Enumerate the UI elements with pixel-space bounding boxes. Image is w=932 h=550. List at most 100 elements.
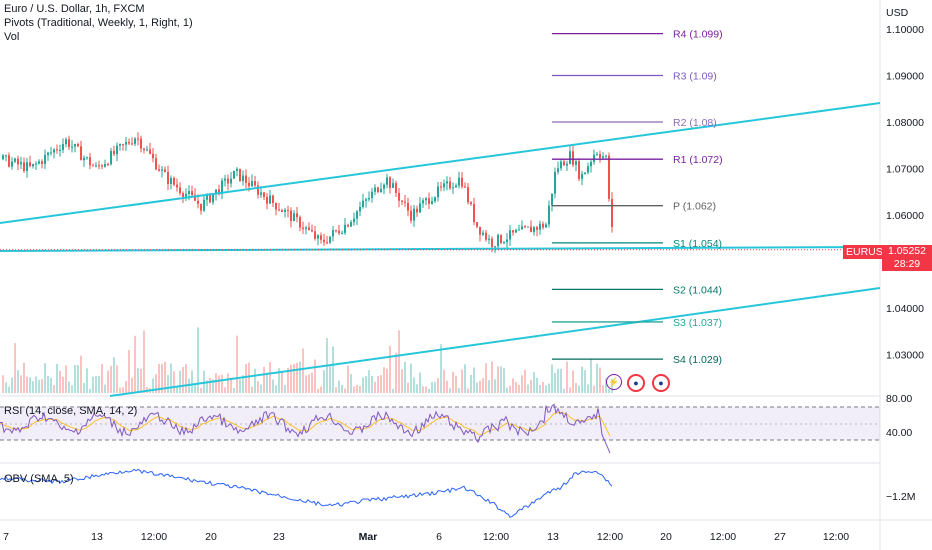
volume-bar (143, 330, 145, 393)
candle-body (326, 242, 328, 244)
candle-body (89, 157, 91, 166)
candle-body (359, 206, 361, 212)
volume-bar (368, 370, 370, 393)
candle-body (215, 189, 217, 195)
volume-bar (233, 388, 235, 393)
lightning-icon[interactable]: ⚡ (606, 374, 622, 390)
volume-bar (419, 372, 421, 393)
volume-bar (173, 371, 175, 393)
us-flag-icon[interactable]: ● (652, 374, 670, 392)
volume-bar (596, 363, 598, 393)
candle-body (140, 138, 142, 149)
volume-bar (104, 384, 106, 393)
candle-body (65, 139, 67, 145)
volume-bar (305, 375, 307, 393)
rsi-indicator-label[interactable]: RSI (14, close, SMA, 14, 2) (4, 405, 138, 417)
volume-bar (590, 359, 592, 393)
candle-body (95, 165, 97, 167)
volume-bar (347, 365, 349, 393)
volume-bar (227, 373, 229, 393)
candle-body (11, 161, 13, 167)
pivots-indicator-label[interactable]: Pivots (Traditional, Weekly, 1, Right, 1… (4, 17, 193, 29)
candle-body (509, 230, 511, 240)
candle-body (272, 195, 274, 204)
volume-bar (272, 379, 274, 393)
candle-body (53, 149, 55, 153)
volume-bar (524, 369, 526, 393)
candle-body (248, 182, 250, 187)
candle-body (419, 203, 421, 213)
candle-body (500, 234, 502, 243)
time-axis-label: Mar (359, 531, 378, 543)
candle-body (299, 217, 301, 228)
volume-bar (128, 350, 130, 393)
candle-body (125, 141, 127, 145)
time-axis-label: 12:00 (597, 531, 623, 543)
volume-bar (164, 361, 166, 393)
volume-bar (488, 380, 490, 393)
volume-bar (548, 383, 550, 393)
volume-bar (26, 376, 28, 393)
volume-bar (308, 374, 310, 393)
candle-body (71, 146, 73, 148)
volume-bar (608, 388, 610, 393)
candle-body (26, 162, 28, 172)
candle-body (143, 148, 145, 151)
candle-body (32, 163, 34, 167)
volume-bar (440, 344, 442, 393)
candle-body (473, 203, 475, 223)
candle-body (74, 143, 76, 147)
candle-body (257, 185, 259, 195)
symbol-title[interactable]: Euro / U.S. Dollar, 1h, FXCM (4, 3, 145, 15)
volume-bar (275, 385, 277, 393)
time-axis-label: 13 (91, 531, 103, 543)
candle-body (314, 231, 316, 239)
trendline-lower (109, 287, 881, 397)
volume-bar (398, 330, 400, 393)
trendline-upper (0, 102, 881, 224)
candle-body (608, 155, 610, 199)
volume-bar (35, 376, 37, 393)
candle-body (35, 163, 37, 165)
volume-bar (281, 371, 283, 393)
bar-countdown-tag: 28:29 (882, 258, 932, 271)
volume-bar (125, 380, 127, 393)
candle-body (512, 230, 514, 233)
candle-body (554, 171, 556, 194)
candle-body (92, 165, 94, 167)
candle-body (56, 149, 58, 151)
obv-indicator-label[interactable]: OBV (SMA, 5) (4, 473, 74, 485)
volume-indicator-label[interactable]: Vol (4, 31, 20, 43)
pivot-label: S2 (1.044) (673, 284, 722, 296)
candle-body (245, 175, 247, 183)
candle-body (557, 168, 559, 172)
volume-bar (65, 365, 67, 393)
volume-bar (92, 376, 94, 393)
candle-body (278, 209, 280, 211)
candle-body (68, 139, 70, 148)
candle-body (227, 178, 229, 184)
volume-bar (251, 386, 253, 393)
volume-bar (50, 377, 52, 393)
volume-bar (482, 378, 484, 393)
volume-bar (140, 368, 142, 393)
volume-bar (563, 388, 565, 393)
candle-body (218, 189, 220, 195)
candle-body (284, 209, 286, 212)
candle-body (464, 186, 466, 188)
candle-body (191, 191, 193, 195)
volume-bar (344, 388, 346, 393)
symbol-legend[interactable]: Euro / U.S. Dollar, 1h, FXCM Pivots (Tra… (4, 2, 193, 44)
candle-body (410, 210, 412, 221)
us-flag-icon[interactable]: ● (627, 374, 645, 392)
volume-bar (578, 385, 580, 393)
candle-body (266, 197, 268, 204)
candle-body (296, 213, 298, 218)
volume-bar (404, 361, 406, 393)
candle-body (155, 158, 157, 170)
volume-bar (170, 363, 172, 393)
candle-body (518, 229, 520, 231)
candle-body (347, 224, 349, 227)
candle-body (458, 177, 460, 186)
